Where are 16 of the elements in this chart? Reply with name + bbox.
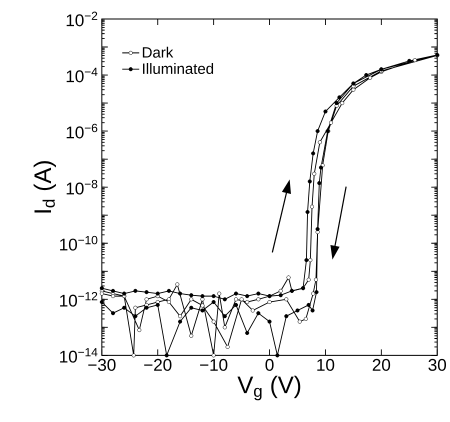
y-tick-label: 10$^{−6}$ bbox=[66, 124, 98, 138]
x-tick-label: 30 bbox=[428, 358, 446, 371]
x-tick-label: −10 bbox=[200, 358, 228, 371]
x-tick-label: 0 bbox=[265, 358, 274, 371]
x-tick-label: 20 bbox=[372, 358, 390, 371]
x-tick-label: −20 bbox=[144, 358, 172, 371]
y-tick-label: 10$^{−2}$ bbox=[66, 11, 98, 26]
y-axis-title: I$_{d}$ (A) bbox=[34, 161, 56, 212]
y-tick-label: 10$^{−4}$ bbox=[66, 68, 98, 82]
y-tick-label: 10$^{−8}$ bbox=[66, 180, 98, 194]
y-tick-label: 10$^{−12}$ bbox=[60, 292, 98, 307]
y-tick-label: 10$^{−10}$ bbox=[60, 236, 98, 250]
x-axis-title: V$_{g}$ (V) bbox=[237, 376, 300, 400]
legend-label: Dark bbox=[142, 46, 174, 58]
legend-label: Illuminated bbox=[143, 62, 214, 74]
x-tick-label: 10 bbox=[317, 358, 334, 371]
